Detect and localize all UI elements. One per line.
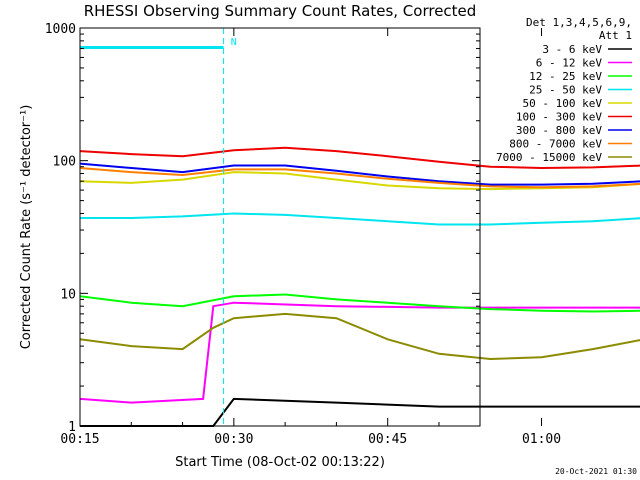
flag-label-n: N	[231, 37, 237, 48]
y-tick-label-3: 1000	[45, 22, 76, 37]
legend-header-1: Att 1	[599, 29, 632, 42]
series-line-3	[80, 212, 640, 226]
legend-label-8: 7000 - 15000 keV	[496, 151, 602, 164]
plot-area: NS	[79, 28, 640, 427]
legend-label-2: 12 - 25 keV	[529, 70, 602, 83]
y-tick-label-0: 1	[68, 420, 76, 435]
x-tick-label-1: 00:30	[214, 432, 253, 447]
x-axis-label: Start Time (08-Oct-02 00:13:22)	[175, 455, 385, 470]
legend-label-1: 6 - 12 keV	[536, 57, 603, 70]
legend-label-3: 25 - 50 keV	[529, 84, 602, 97]
series-line-2	[79, 293, 640, 313]
plot-frame	[79, 27, 481, 427]
legend-header-0: Det 1,3,4,5,6,9,	[526, 16, 632, 29]
legend-label-6: 300 - 800 keV	[516, 124, 602, 137]
legend-label-7: 800 - 7000 keV	[509, 138, 602, 151]
x-tick-label-2: 00:45	[368, 432, 407, 447]
legend-label-5: 100 - 300 keV	[516, 111, 602, 124]
x-tick-label-0: 00:15	[60, 432, 99, 447]
y-axis: 1 10 100 1000	[45, 22, 480, 435]
legend-label-0: 3 - 6 keV	[542, 43, 602, 56]
legend-label-4: 50 - 100 keV	[523, 97, 603, 110]
x-tick-label-3: 01:00	[522, 432, 561, 447]
footer-date: 20-Oct-2021 01:30	[555, 467, 637, 476]
series-line-8	[79, 312, 640, 361]
chart-title: RHESSI Observing Summary Count Rates, Co…	[84, 2, 477, 20]
series-line-7	[79, 167, 640, 189]
series-line-5	[79, 146, 640, 170]
y-axis-label: Corrected Count Rate (s⁻¹ detector⁻¹)	[19, 105, 34, 350]
y-tick-label-2: 100	[53, 155, 76, 170]
y-tick-label-1: 10	[60, 287, 76, 302]
series-line-6	[79, 162, 640, 186]
series-line-0	[80, 397, 640, 427]
series-line-1	[79, 301, 640, 404]
